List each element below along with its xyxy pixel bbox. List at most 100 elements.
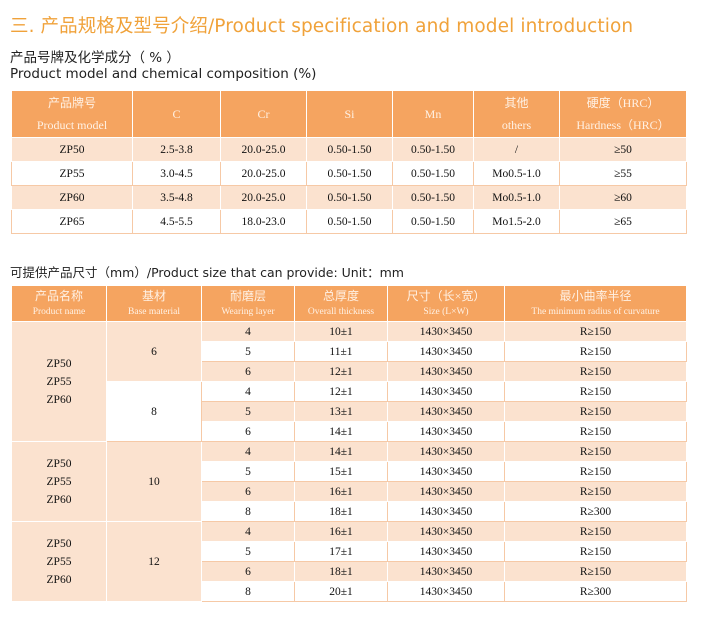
chem-cell: 0.50-1.50 <box>306 161 393 186</box>
size-cell: 1430×3450 <box>387 561 505 582</box>
chem-row: ZP65 4.5-5.5 18.0-23.0 0.50-1.50 0.50-1.50 Mo… <box>11 209 687 234</box>
base-material-cell: 10 <box>106 441 202 522</box>
radius-cell: R≥150 <box>504 561 687 582</box>
chem-cell: 0.50-1.50 <box>392 209 474 234</box>
base-material-cell: 6 <box>106 321 202 382</box>
product-name: ZP50 <box>46 357 72 370</box>
chem-header-cell: 硬度（HRC） Hardness（HRC） <box>559 90 687 138</box>
wearing-layer-cell: 5 <box>201 541 295 562</box>
chem-cell: ≥55 <box>559 161 687 186</box>
chem-cell: 0.50-1.50 <box>392 137 474 162</box>
radius-cell: R≥300 <box>504 501 687 522</box>
product-name-cell: ZP50 ZP55 ZP60 <box>11 521 107 602</box>
chem-cell: 20.0-25.0 <box>220 185 307 210</box>
chem-cell: ≥50 <box>559 137 687 162</box>
overall-thickness-cell: 11±1 <box>294 341 388 362</box>
radius-cell: R≥150 <box>504 341 687 362</box>
chem-header-row: 产品牌号 Product model C Cr Si Mn 其他 others 硬度… <box>11 90 687 138</box>
chem-cell: 0.50-1.50 <box>306 185 393 210</box>
radius-cell: R≥150 <box>504 401 687 422</box>
overall-thickness-cell: 18±1 <box>294 501 388 522</box>
size-cell: 1430×3450 <box>387 321 505 342</box>
wearing-layer-cell: 4 <box>201 321 295 342</box>
overall-thickness-cell: 16±1 <box>294 521 388 542</box>
size-cell: 1430×3450 <box>387 401 505 422</box>
radius-cell: R≥150 <box>504 441 687 462</box>
chem-cell: ZP55 <box>11 161 133 186</box>
size-row: 8 4 12±1 1430×3450 R≥150 <box>12 381 687 442</box>
chem-header-cell: 其他 others <box>473 90 560 138</box>
product-name: ZP60 <box>46 393 72 406</box>
base-material-cell: 8 <box>106 381 202 442</box>
radius-cell: R≥300 <box>504 581 687 602</box>
wearing-layer-cell: 6 <box>201 361 295 382</box>
size-row: ZP50 ZP55 ZP60 10 4 14±1 1430×3450 R≥150 <box>11 441 687 522</box>
size-header-cell: 总厚度 Overall thickness <box>294 285 388 322</box>
product-name: ZP50 <box>46 457 72 470</box>
overall-thickness-cell: 10±1 <box>294 321 388 342</box>
chem-cell: Mo0.5-1.0 <box>473 161 560 186</box>
size-row: ZP50 ZP55 ZP60 12 4 16±1 1430×3450 R≥150 <box>11 521 687 602</box>
chem-cell: ZP60 <box>11 185 133 210</box>
wearing-layer-cell: 4 <box>201 441 295 462</box>
chem-header-cell: Si <box>306 90 393 138</box>
wearing-layer-cell: 6 <box>201 421 295 442</box>
chem-row: ZP60 3.5-4.8 20.0-25.0 0.50-1.50 0.50-1.50 Mo… <box>11 185 687 210</box>
overall-thickness-cell: 12±1 <box>294 381 388 402</box>
chem-cell: ≥65 <box>559 209 687 234</box>
overall-thickness-cell: 13±1 <box>294 401 388 422</box>
chem-cell: ZP65 <box>11 209 133 234</box>
chem-cell: 4.5-5.5 <box>132 209 221 234</box>
product-name-cell: ZP50 ZP55 ZP60 <box>11 321 107 442</box>
chem-cell: 3.0-4.5 <box>132 161 221 186</box>
chem-header-cell: Cr <box>220 90 307 138</box>
wearing-layer-cell: 5 <box>201 461 295 482</box>
size-subtitle: 可提供产品尺寸（mm）/Product size that can provid… <box>10 265 404 280</box>
wearing-layer-cell: 5 <box>201 401 295 422</box>
product-name: ZP60 <box>46 493 72 506</box>
size-cell: 1430×3450 <box>387 421 505 442</box>
chem-cell: ZP50 <box>11 137 133 162</box>
chem-cell: 0.50-1.50 <box>306 137 393 162</box>
chem-cell: 20.0-25.0 <box>220 137 307 162</box>
size-row: 6 18±1 1430×3450 R≥150 <box>12 561 687 582</box>
overall-thickness-cell: 14±1 <box>294 421 388 442</box>
size-row: 6 16±1 1430×3450 R≥150 <box>12 481 687 502</box>
wearing-layer-cell: 6 <box>201 481 295 502</box>
chem-cell: 18.0-23.0 <box>220 209 307 234</box>
size-header-cell: 产品名称 Product name <box>11 285 107 322</box>
chem-cell: ≥60 <box>559 185 687 210</box>
size-header-cell: 尺寸（长×宽） Size (L×W) <box>387 285 505 322</box>
product-name-cell: ZP50 ZP55 ZP60 <box>11 441 107 522</box>
product-name: ZP50 <box>46 537 72 550</box>
chem-cell: 2.5-3.8 <box>132 137 221 162</box>
overall-thickness-cell: 14±1 <box>294 441 388 462</box>
chem-header-cell: 产品牌号 Product model <box>11 90 133 138</box>
chem-header-cell: Mn <box>392 90 474 138</box>
chem-subtitle-cn: 产品号牌及化学成分（ % ） <box>10 50 180 66</box>
wearing-layer-cell: 6 <box>201 561 295 582</box>
size-cell: 1430×3450 <box>387 481 505 502</box>
chem-header-cell: C <box>132 90 221 138</box>
size-header-cell: 基材 Base material <box>106 285 202 322</box>
product-size-table: 产品名称 Product name 基材 Base material 耐磨层 Wear… <box>11 285 687 602</box>
size-cell: 1430×3450 <box>387 341 505 362</box>
radius-cell: R≥150 <box>504 541 687 562</box>
radius-cell: R≥150 <box>504 361 687 382</box>
wearing-layer-cell: 5 <box>201 341 295 362</box>
size-cell: 1430×3450 <box>387 501 505 522</box>
overall-thickness-cell: 16±1 <box>294 481 388 502</box>
radius-cell: R≥150 <box>504 321 687 342</box>
base-material-cell: 12 <box>106 521 202 602</box>
size-header-cell: 最小曲率半径 The minimum radius of curvature <box>504 285 687 322</box>
section-title: 三. 产品规格及型号介绍/Product specification and m… <box>10 16 634 37</box>
size-row: 5 15±1 1430×3450 R≥150 <box>12 461 687 482</box>
product-name: ZP55 <box>46 555 72 568</box>
chem-cell: 20.0-25.0 <box>220 161 307 186</box>
chem-row: ZP55 3.0-4.5 20.0-25.0 0.50-1.50 0.50-1.50 Mo… <box>11 161 687 186</box>
size-row: ZP50 ZP55 ZP60 6 4 10±1 1430×3450 R≥150 <box>11 321 687 442</box>
product-name: ZP55 <box>46 475 72 488</box>
size-header-cell: 耐磨层 Wearing layer <box>201 285 295 322</box>
chem-subtitle-en: Product model and chemical composition (… <box>10 66 317 82</box>
size-header-row: 产品名称 Product name 基材 Base material 耐磨层 Wear… <box>11 285 687 322</box>
